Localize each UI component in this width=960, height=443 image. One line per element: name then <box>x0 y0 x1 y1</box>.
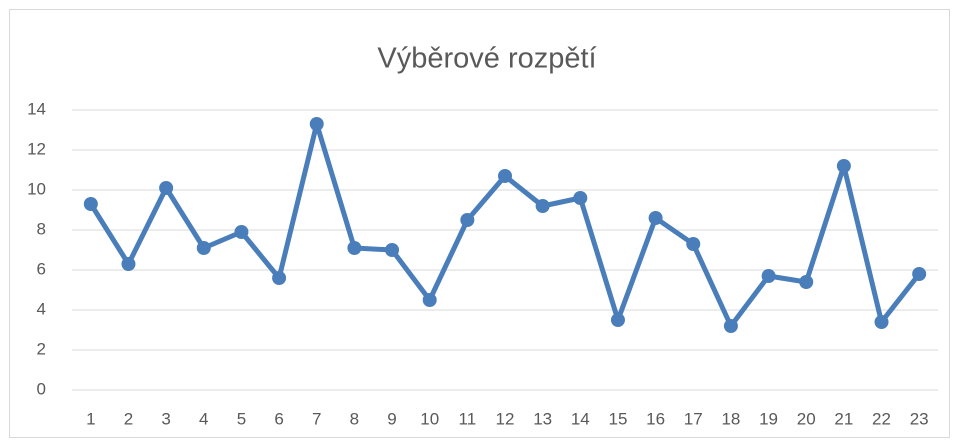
x-tick-label: 1 <box>86 409 95 428</box>
data-point <box>498 169 512 183</box>
x-tick-label: 14 <box>571 409 590 428</box>
data-point <box>159 181 174 195</box>
x-tick-label: 7 <box>312 409 321 428</box>
x-tick-label: 11 <box>459 409 477 428</box>
x-tick-label: 13 <box>533 409 552 428</box>
data-point <box>686 237 701 251</box>
y-tick-label: 0 <box>37 379 46 398</box>
data-point <box>874 315 889 329</box>
data-point <box>535 199 550 213</box>
data-point <box>836 159 851 173</box>
y-tick-label: 6 <box>37 259 46 278</box>
data-point <box>422 293 437 307</box>
data-point <box>347 241 362 255</box>
x-tick-label: 16 <box>646 409 665 428</box>
y-tick-label: 10 <box>27 179 46 198</box>
x-tick-label: 12 <box>496 409 515 428</box>
y-tick-label: 4 <box>37 299 46 318</box>
y-tick-label: 14 <box>27 99 46 118</box>
x-tick-label: 9 <box>387 409 396 428</box>
x-tick-label: 19 <box>759 409 778 428</box>
x-tick-label: 20 <box>797 409 816 428</box>
data-point <box>723 319 738 333</box>
data-point <box>83 197 98 211</box>
x-tick-label: 2 <box>124 409 133 428</box>
x-tick-label: 17 <box>684 409 703 428</box>
data-point <box>799 275 814 289</box>
data-point <box>761 269 776 283</box>
data-point <box>234 225 249 239</box>
data-point <box>121 257 136 271</box>
y-tick-label: 12 <box>27 139 46 158</box>
data-point <box>573 191 588 205</box>
x-tick-label: 21 <box>834 409 853 428</box>
data-point <box>610 313 625 327</box>
x-tick-label: 23 <box>910 409 929 428</box>
x-tick-label: 4 <box>199 409 208 428</box>
y-tick-label: 2 <box>37 339 46 358</box>
data-point <box>460 213 475 227</box>
data-point <box>648 211 663 225</box>
chart-title: Výběrové rozpětí <box>377 43 596 75</box>
x-tick-label: 22 <box>872 409 891 428</box>
data-point <box>272 271 287 285</box>
x-tick-label: 10 <box>420 409 439 428</box>
x-tick-label: 18 <box>721 409 740 428</box>
y-tick-label: 8 <box>37 219 46 238</box>
data-point <box>309 117 324 131</box>
x-tick-label: 5 <box>237 409 246 428</box>
x-tick-label: 15 <box>608 409 627 428</box>
x-tick-label: 6 <box>274 409 283 428</box>
chart-frame <box>9 9 950 438</box>
data-point <box>385 243 400 257</box>
data-point <box>912 267 927 281</box>
x-tick-label: 8 <box>350 409 359 428</box>
data-point <box>196 241 211 255</box>
x-tick-label: 3 <box>161 409 170 428</box>
